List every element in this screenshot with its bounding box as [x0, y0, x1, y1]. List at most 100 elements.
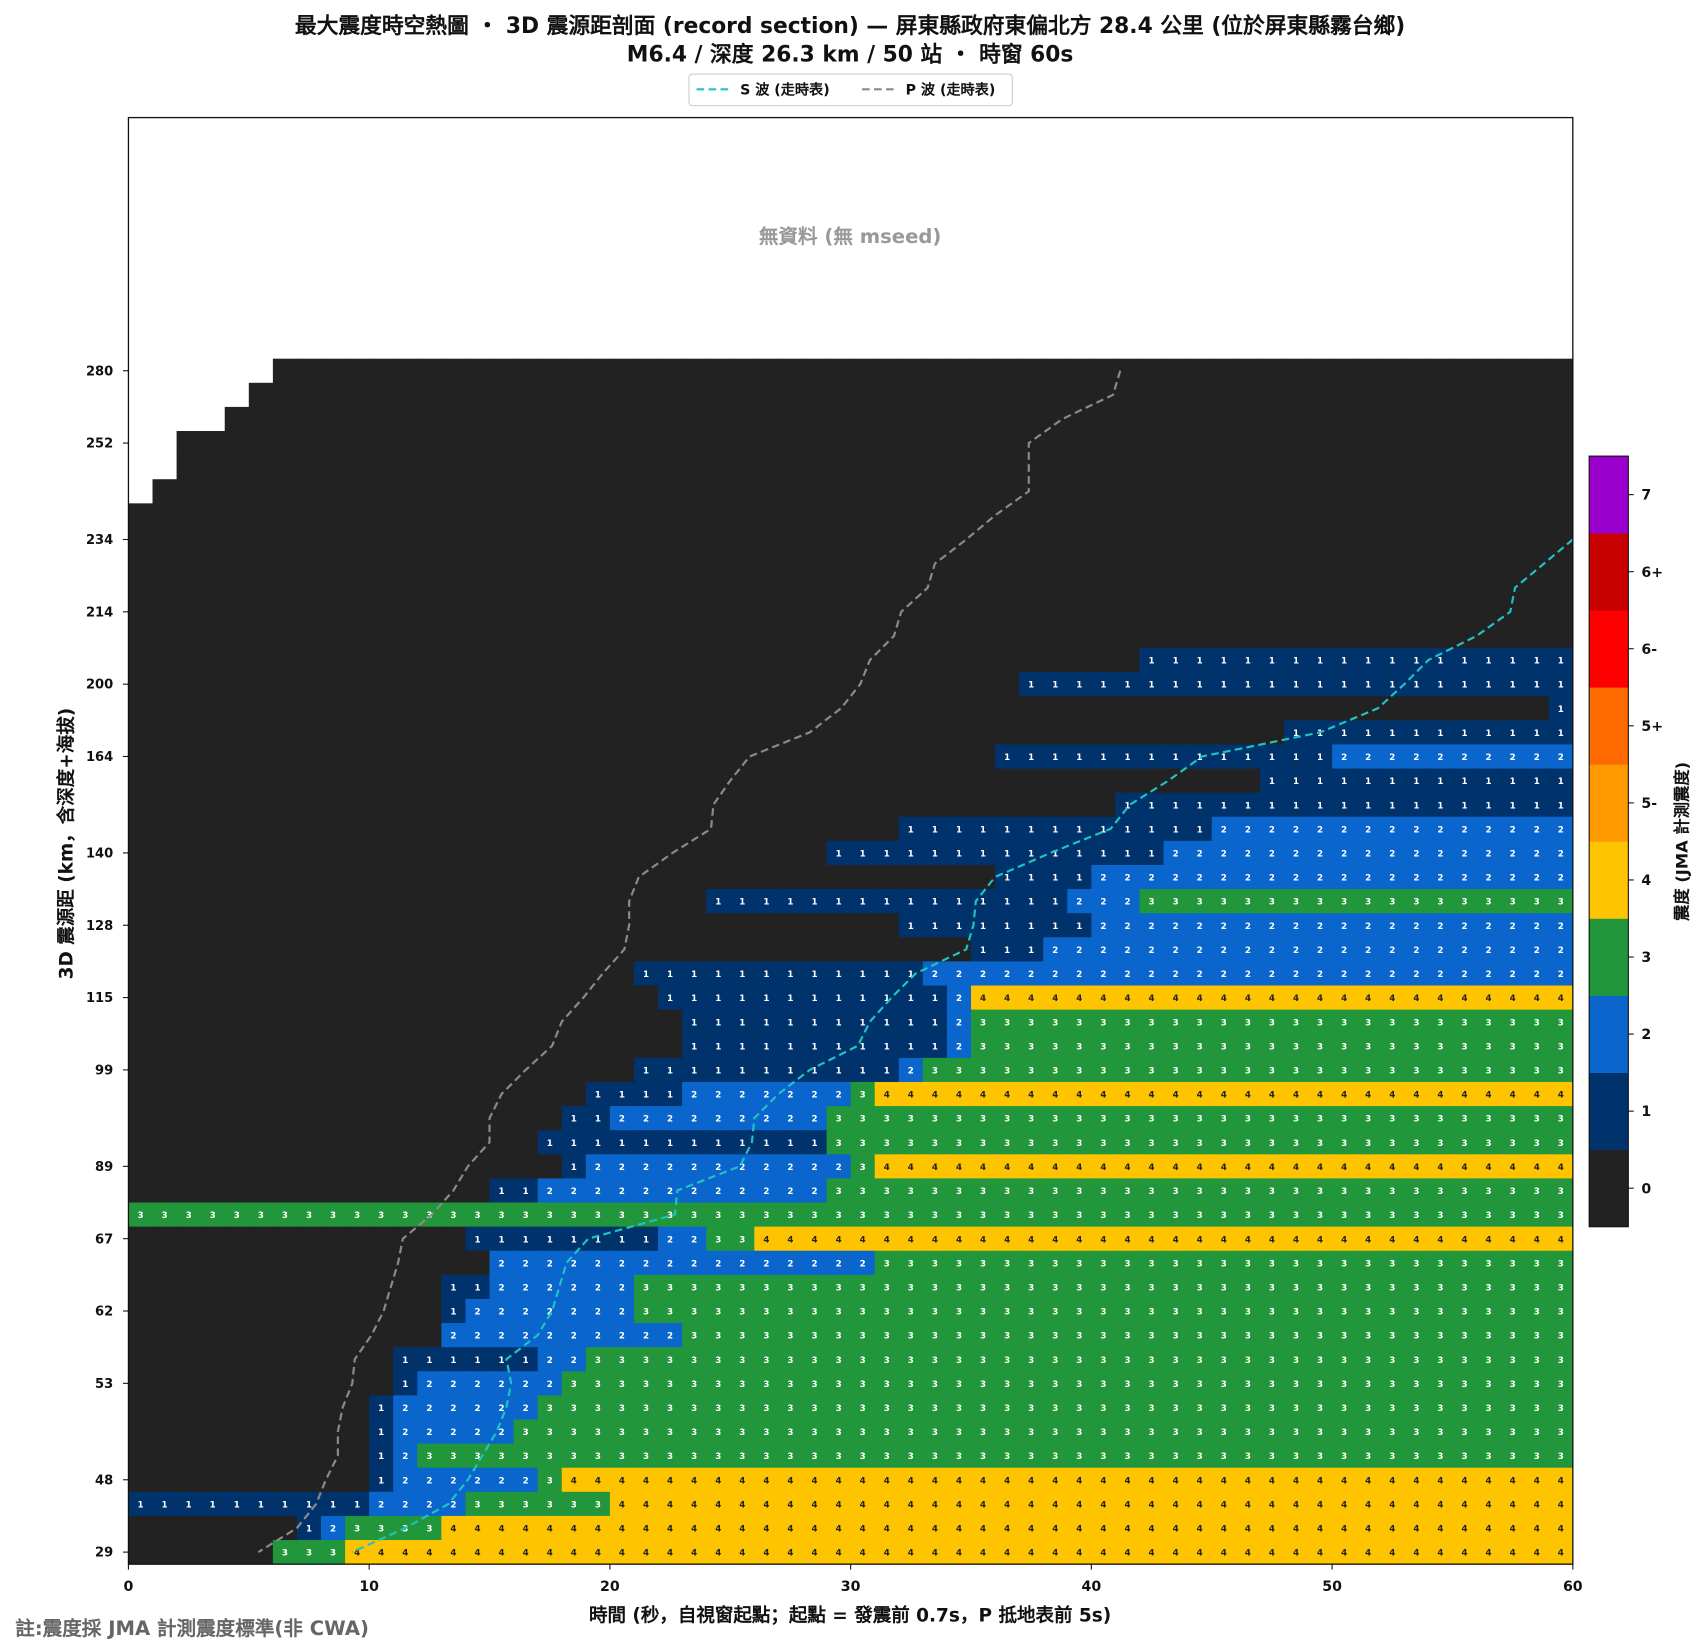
heatmap-cell	[1235, 479, 1261, 504]
cell-label: 4	[1317, 1235, 1323, 1245]
heatmap-cell	[898, 889, 924, 914]
heatmap-cell	[826, 937, 852, 962]
heatmap-cell	[537, 961, 563, 986]
heatmap-cell	[1356, 937, 1381, 962]
heatmap-cell	[296, 1274, 322, 1300]
heatmap-cell	[826, 1106, 852, 1131]
heatmap-cell	[1452, 647, 1477, 673]
heatmap-cell	[224, 1298, 250, 1324]
cell-label: 1	[643, 1235, 649, 1245]
cell-label: 3	[1389, 1380, 1395, 1390]
heatmap-cell	[321, 479, 346, 504]
heatmap-cell	[609, 913, 635, 938]
heatmap-cell	[826, 575, 852, 601]
cell-label: 3	[980, 1139, 986, 1149]
cell-label: 4	[1293, 1091, 1299, 1101]
heatmap-cell	[296, 1057, 322, 1083]
heatmap-cell	[152, 551, 178, 577]
heatmap-cell	[561, 527, 587, 552]
heatmap-cell	[1091, 792, 1116, 818]
heatmap-cell	[754, 720, 779, 745]
heatmap-cell	[248, 889, 274, 914]
heatmap-cell	[1139, 503, 1165, 528]
heatmap-cell	[417, 792, 442, 818]
heatmap-cell	[1259, 720, 1285, 745]
cell-label: 3	[1124, 1356, 1130, 1366]
heatmap-cell	[513, 382, 539, 408]
cell-label: 3	[1028, 1308, 1034, 1318]
cell-label: 3	[1365, 1139, 1371, 1149]
heatmap-cell	[224, 961, 250, 986]
cell-label: 4	[836, 1476, 842, 1486]
heatmap-cell	[417, 382, 442, 408]
cell-label: 2	[908, 1066, 914, 1076]
heatmap-cell	[513, 720, 539, 745]
cell-label: 3	[1269, 1259, 1275, 1269]
heatmap-cell	[995, 1130, 1020, 1155]
cell-label: 4	[1437, 1235, 1443, 1245]
heatmap-cell	[585, 792, 611, 818]
heatmap-cell	[152, 623, 178, 649]
heatmap-cell	[128, 1106, 153, 1131]
heatmap-cell	[176, 1081, 202, 1107]
heatmap-cell	[1187, 864, 1213, 890]
colorbar-label: 震度 (JMA 計測震度)	[1672, 762, 1691, 921]
heatmap-cell	[321, 913, 346, 938]
heatmap-cell	[296, 1106, 322, 1131]
cell-label: 1	[499, 1235, 505, 1245]
heatmap-cell	[802, 455, 827, 480]
cell-label: 1	[1558, 801, 1564, 811]
heatmap-cell	[465, 455, 490, 480]
heatmap-cell	[1404, 551, 1429, 577]
cell-label: 4	[932, 1500, 938, 1510]
cell-label: 3	[1076, 1332, 1082, 1342]
cell-label: 3	[1269, 1308, 1275, 1318]
cell-label: 4	[811, 1235, 817, 1245]
heatmap-cell	[1211, 961, 1237, 986]
heatmap-cell	[393, 1106, 418, 1131]
y-tick-label: 214	[86, 605, 113, 620]
heatmap-cell	[513, 431, 539, 456]
heatmap-cell	[272, 503, 298, 528]
heatmap-cell	[778, 720, 803, 745]
heatmap-cell	[465, 479, 490, 504]
heatmap-cell	[1356, 647, 1381, 673]
cell-label: 3	[691, 1428, 697, 1438]
cell-label: 4	[667, 1549, 673, 1559]
heatmap-cell	[369, 720, 394, 745]
cell-label: 1	[1558, 681, 1564, 691]
cell-label: 3	[1558, 1115, 1564, 1125]
heatmap-cell	[176, 1347, 202, 1372]
heatmap-cell	[1356, 358, 1381, 384]
cell-label: 3	[282, 1549, 288, 1559]
heatmap-cell	[1043, 503, 1068, 528]
cell-label: 3	[1004, 1380, 1010, 1390]
heatmap-cell	[561, 358, 587, 384]
cell-label: 3	[1389, 1259, 1395, 1269]
cell-label: 1	[354, 1500, 360, 1510]
cell-label: 4	[499, 1549, 505, 1559]
cell-label: 1	[1028, 874, 1034, 884]
cell-label: 4	[1245, 1476, 1251, 1486]
cell-label: 4	[1365, 1163, 1371, 1173]
heatmap-cell	[128, 744, 153, 769]
heatmap-cell	[706, 431, 731, 456]
heatmap-cell	[1500, 1081, 1526, 1107]
cell-label: 3	[1149, 1452, 1155, 1462]
cell-label: 4	[739, 1476, 745, 1486]
heatmap-cell	[802, 816, 827, 842]
heatmap-cell	[561, 696, 587, 721]
heatmap-cell	[1235, 864, 1261, 890]
cell-label: 4	[1124, 1235, 1130, 1245]
cell-label: 4	[1389, 994, 1395, 1004]
heatmap-cell	[1043, 479, 1068, 504]
cell-label: 3	[499, 1500, 505, 1510]
cell-label: 4	[1052, 1549, 1058, 1559]
heatmap-cell	[345, 1130, 370, 1155]
heatmap-cell	[248, 864, 274, 890]
cell-label: 3	[1534, 1259, 1540, 1269]
heatmap-cell	[609, 1009, 635, 1035]
cell-label: 3	[1100, 1356, 1106, 1366]
cell-label: 3	[1173, 1452, 1179, 1462]
heatmap-cell	[1211, 527, 1237, 552]
